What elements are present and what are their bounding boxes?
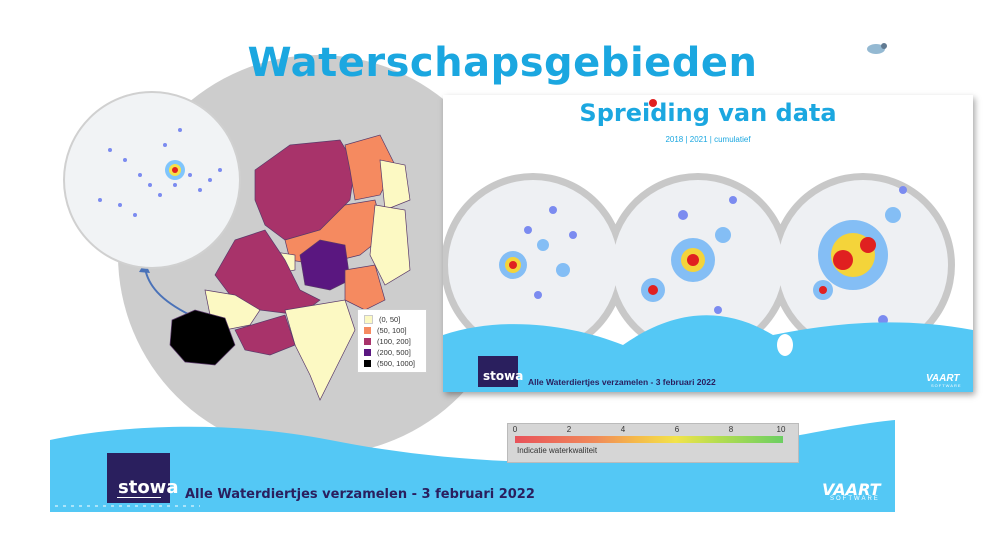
legend-label: (100, 200] xyxy=(377,337,411,346)
quality-scale-panel xyxy=(507,423,799,463)
slide-title: Waterschapsgebieden xyxy=(247,40,758,86)
zoom-map-dots xyxy=(98,128,222,217)
quality-color-bar xyxy=(515,436,783,443)
inset-stowa-logo-text: stowa xyxy=(483,369,524,383)
scale-tick-label: 8 xyxy=(728,425,734,434)
inset-vaart-software-label: SOFTWARE xyxy=(931,383,962,388)
legend-swatch xyxy=(364,360,371,367)
netherlands-choropleth-map xyxy=(169,134,411,401)
inset-stowa-logo: stowa xyxy=(478,356,523,387)
scale-tick-label: 10 xyxy=(776,425,786,434)
water-creature-icon xyxy=(867,43,887,54)
legend-swatch xyxy=(364,327,371,334)
scale-tick-label: 6 xyxy=(674,425,680,434)
zoom-map-hotspot xyxy=(165,160,185,180)
scale-tick-label: 4 xyxy=(620,425,626,434)
legend-item: (100, 200] xyxy=(364,336,420,347)
legend-label: (50, 100] xyxy=(377,326,407,335)
scale-tick-label: 2 xyxy=(566,425,572,434)
inset-subtitle: 2018 | 2021 | cumulatief xyxy=(665,135,751,144)
inset-vaart-logo: VAART xyxy=(926,373,960,384)
legend-label: (0, 50] xyxy=(379,315,401,324)
quality-scale-caption: Indicatie waterkwaliteit xyxy=(517,446,598,455)
footer-wave xyxy=(50,420,895,512)
zoom-map-circle xyxy=(63,91,241,269)
inset-title: Spreiding van data xyxy=(579,99,837,127)
vaart-logo: VAART xyxy=(822,480,881,499)
heatmap-2018 xyxy=(499,206,577,299)
scale-tick-label: 0 xyxy=(512,425,518,434)
inset-slide: Spreiding van data 2018 | 2021 | cumulat… xyxy=(443,95,973,392)
legend-label: (500, 1000] xyxy=(377,359,415,368)
logo-underline xyxy=(117,497,161,498)
legend-item: (50, 100] xyxy=(364,325,420,336)
inset-footer-wave xyxy=(443,315,973,392)
quality-scale-ticks: 0 2 4 6 8 10 xyxy=(512,425,786,435)
footer-text: Alle Waterdiertjes verzamelen - 3 februa… xyxy=(185,487,535,502)
map-area xyxy=(448,180,618,350)
stowa-logo: stowa xyxy=(107,453,178,503)
heatmap-2021 xyxy=(641,196,737,314)
inset-wave-bubble xyxy=(777,334,793,356)
legend-item: (0, 50] xyxy=(364,314,420,325)
heatmap-cumulative xyxy=(813,186,907,325)
map-legend: (0, 50] (50, 100] (100, 200] (200, 500] … xyxy=(357,309,427,373)
inset-maps xyxy=(443,99,973,392)
legend-label: (200, 500] xyxy=(377,348,411,357)
vaart-software-label: SOFTWARE xyxy=(830,496,880,502)
legend-swatch xyxy=(364,338,371,345)
stowa-logo-text: stowa xyxy=(118,477,179,498)
legend-swatch xyxy=(364,315,373,324)
legend-item: (500, 1000] xyxy=(364,358,420,369)
inset-footer-text: Alle Waterdiertjes verzamelen - 3 februa… xyxy=(528,377,716,387)
arrow-icon xyxy=(144,267,191,316)
legend-item: (200, 500] xyxy=(364,347,420,358)
red-pin-icon xyxy=(649,99,657,107)
legend-swatch xyxy=(364,349,371,356)
